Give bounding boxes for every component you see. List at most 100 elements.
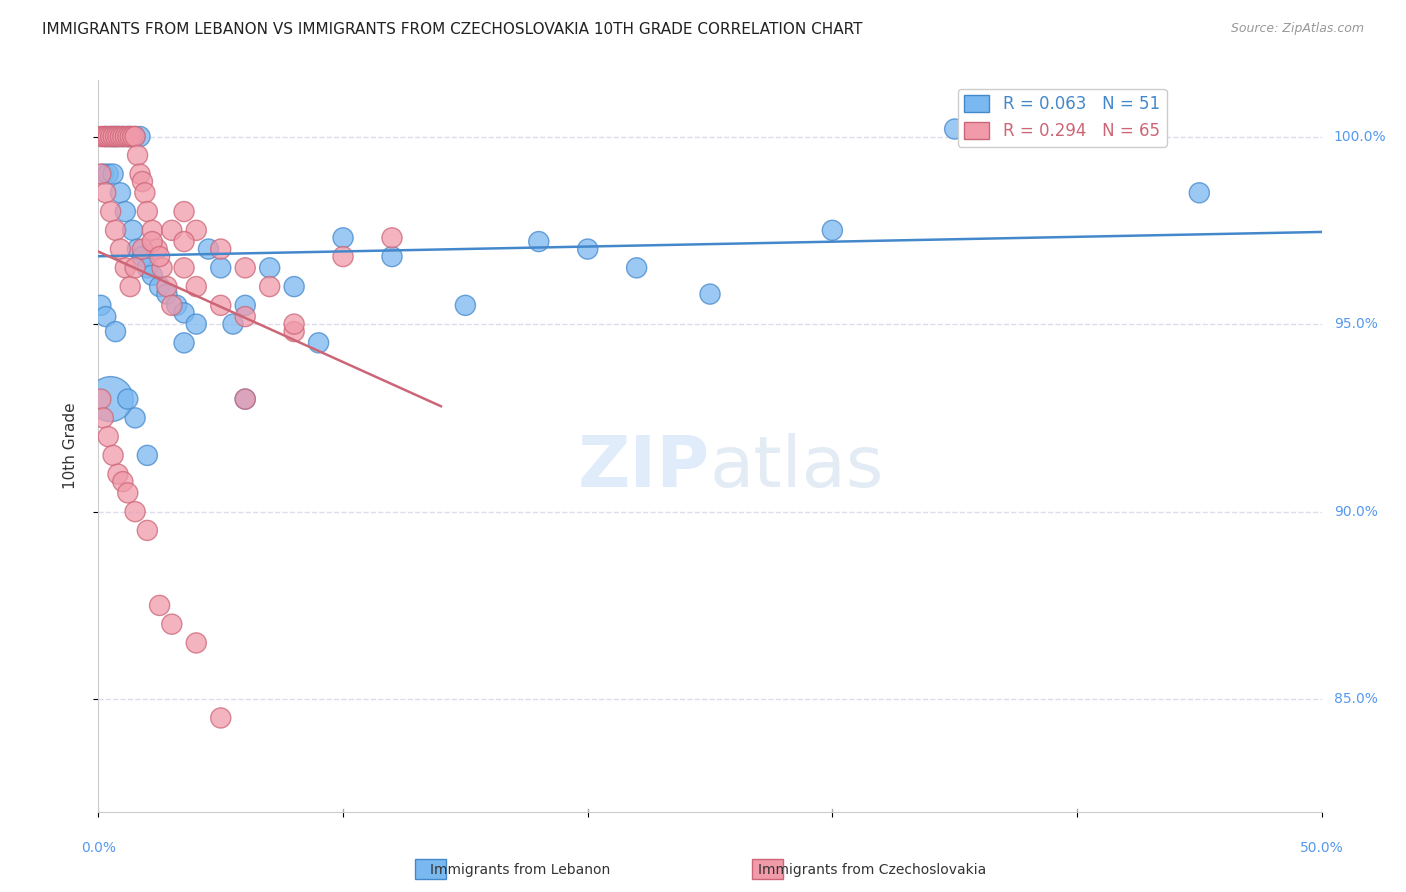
Point [120,279,142,293]
Point [156,287,179,301]
Point [107,467,129,482]
Point [117,129,139,144]
Point [111,475,134,489]
Point [101,129,124,144]
Point [114,204,136,219]
Point [381,231,404,245]
Point [233,392,256,406]
Point [173,335,195,350]
Point [233,260,256,275]
Point [111,129,134,144]
Point [626,260,648,275]
Point [124,260,146,275]
Point [110,186,132,200]
Point [141,235,163,249]
Point [90,129,112,144]
Point [127,148,149,162]
Point [97,167,120,181]
Point [197,242,219,256]
Point [104,325,127,339]
Point [104,129,127,144]
Point [149,250,172,264]
Point [283,325,305,339]
Text: Immigrants from Czechoslovakia: Immigrants from Czechoslovakia [758,863,986,877]
Point [107,129,129,144]
Point [233,310,256,324]
Point [110,129,132,144]
Point [131,250,153,264]
Text: ZIP: ZIP [578,434,710,502]
Text: Source: ZipAtlas.com: Source: ZipAtlas.com [1230,22,1364,36]
Text: 85.0%: 85.0% [1334,692,1378,706]
Text: 50.0%: 50.0% [1299,841,1344,855]
Point [117,129,139,144]
Point [129,129,152,144]
Point [160,298,183,312]
Point [129,167,152,181]
Point [173,260,195,275]
Point [131,175,153,189]
Point [100,129,122,144]
Point [131,242,153,256]
Point [160,617,183,632]
Point [332,231,354,245]
Text: atlas: atlas [710,434,884,502]
Point [107,129,129,144]
Point [233,298,256,312]
Point [186,636,208,650]
Point [332,250,354,264]
Point [101,167,124,181]
Point [166,298,188,312]
Point [104,129,127,144]
Point [576,242,599,256]
Point [186,279,208,293]
Point [104,223,127,237]
Point [699,287,721,301]
Y-axis label: 10th Grade: 10th Grade [63,402,77,490]
Point [100,204,122,219]
Point [943,122,966,136]
Point [91,167,114,181]
Point [1188,186,1211,200]
Point [94,310,117,324]
Point [136,449,159,463]
Point [209,242,232,256]
Point [100,392,122,406]
Point [136,524,159,538]
Point [90,298,112,312]
Point [173,306,195,320]
Point [134,186,156,200]
Point [100,129,122,144]
Point [114,260,136,275]
Text: 100.0%: 100.0% [1334,129,1386,144]
Point [117,392,139,406]
Point [173,235,195,249]
Point [146,242,169,256]
Point [110,242,132,256]
Point [117,486,139,500]
Point [222,317,245,331]
Point [259,279,281,293]
Point [209,711,232,725]
Point [94,186,117,200]
Point [283,317,305,331]
Point [90,167,112,181]
Point [186,317,208,331]
Text: Immigrants from Lebanon: Immigrants from Lebanon [430,863,610,877]
Point [97,429,120,443]
Point [91,129,114,144]
Point [141,223,163,237]
Text: 90.0%: 90.0% [1334,505,1378,518]
Point [136,260,159,275]
Point [120,129,142,144]
Point [94,129,117,144]
Point [527,235,550,249]
Point [101,449,124,463]
Point [259,260,281,275]
Point [156,279,179,293]
Point [124,129,146,144]
Point [209,260,232,275]
Point [186,223,208,237]
Point [209,298,232,312]
Legend: R = 0.063   N = 51, R = 0.294   N = 65: R = 0.063 N = 51, R = 0.294 N = 65 [957,88,1167,146]
